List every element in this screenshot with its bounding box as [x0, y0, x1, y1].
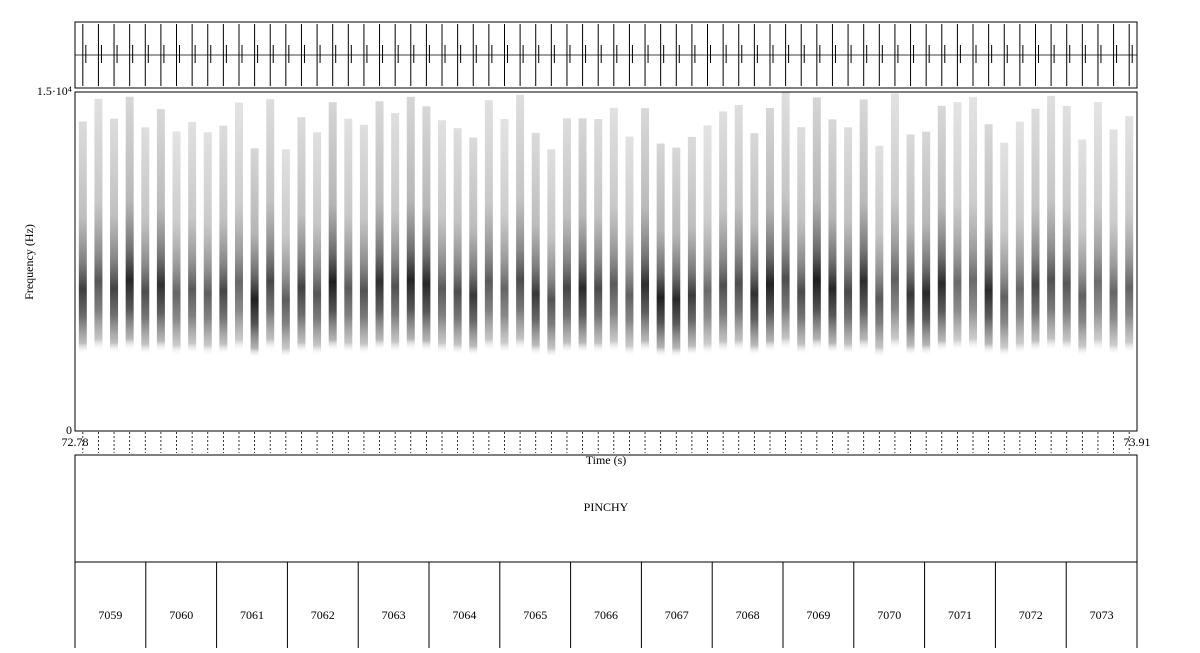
x-end-label: 73.91 — [1124, 435, 1151, 449]
spectral-stripe — [359, 124, 368, 392]
interval-label: 7060 — [169, 608, 193, 622]
waveform — [74, 21, 1138, 89]
spectral-stripe — [687, 136, 696, 392]
spectral-stripe — [797, 127, 806, 392]
spectral-stripe — [250, 148, 259, 392]
spectral-stripe — [625, 136, 634, 392]
spectral-stripe — [141, 127, 150, 392]
spectral-stripe — [234, 102, 243, 392]
interval-label: 7059 — [98, 608, 122, 622]
spectral-stripe — [344, 118, 353, 392]
spectral-stripe — [313, 132, 322, 392]
spectral-stripe — [578, 118, 587, 392]
spectral-stripe — [297, 117, 306, 392]
interval-label: PINCHY — [584, 500, 629, 514]
y-max-label: 1.5·10⁴ — [37, 84, 72, 98]
spectral-stripe — [391, 113, 400, 392]
spectral-stripe — [1015, 121, 1024, 393]
spectral-stripe — [203, 132, 212, 392]
spectral-stripe — [1062, 105, 1071, 392]
y-min-label: 0 — [66, 423, 72, 437]
spectral-stripe — [656, 143, 665, 392]
y-axis-label: Frequency (Hz) — [22, 224, 36, 300]
spectrogram-frame — [74, 91, 1138, 432]
spectral-stripe — [641, 108, 650, 392]
spectral-stripe — [438, 120, 447, 393]
spectral-stripe — [765, 108, 774, 393]
spectral-stripe — [94, 98, 103, 392]
spectrogram — [78, 92, 1134, 393]
interval-label: 7067 — [665, 608, 689, 622]
spectral-stripe — [1047, 95, 1056, 393]
interval-label: 7063 — [382, 608, 406, 622]
spectral-stripe — [531, 132, 540, 392]
spectral-stripe — [922, 131, 931, 393]
spectral-stripe — [375, 101, 384, 392]
spectral-stripe — [500, 119, 509, 392]
spectral-stripe — [703, 125, 712, 392]
spectral-stripe — [750, 133, 759, 392]
x-start-label: 72.78 — [62, 435, 89, 449]
interval-label: 7065 — [523, 608, 547, 622]
pulse-marks — [82, 432, 1130, 453]
spectral-stripe — [266, 99, 275, 393]
spectral-stripe — [781, 92, 790, 393]
interval-label: 7072 — [1019, 608, 1043, 622]
interval-label: 7069 — [806, 608, 830, 622]
spectral-stripe — [188, 121, 197, 393]
interval-label: 7070 — [877, 608, 901, 622]
spectral-stripe — [984, 124, 993, 393]
interval-label: 7068 — [736, 608, 760, 622]
spectral-stripe — [734, 104, 743, 393]
spectral-stripe — [125, 96, 134, 393]
spectral-stripe — [859, 99, 868, 393]
spectral-stripe — [281, 149, 290, 392]
spectral-stripe — [110, 118, 119, 392]
spectral-stripe — [609, 107, 618, 392]
interval-label: 7061 — [240, 608, 264, 622]
spectral-stripe — [172, 131, 181, 392]
spectral-stripe — [890, 93, 899, 392]
spectral-stripe — [812, 97, 821, 393]
spectral-stripe — [1093, 101, 1102, 392]
spectral-stripe — [906, 134, 915, 392]
spectral-stripe — [484, 100, 493, 392]
spectral-stripe — [422, 106, 431, 392]
spectral-stripe — [547, 149, 556, 392]
spectral-stripe — [937, 105, 946, 392]
interval-label: 7066 — [594, 608, 618, 622]
spectral-stripe — [78, 121, 87, 392]
x-axis-label: Time (s) — [586, 453, 627, 467]
spectral-stripe — [406, 96, 415, 392]
spectral-stripe — [469, 137, 478, 392]
spectral-stripe — [594, 119, 603, 392]
interval-label: 7062 — [311, 608, 335, 622]
spectral-stripe — [562, 118, 571, 393]
spectral-stripe — [969, 96, 978, 392]
interval-label: 7073 — [1090, 608, 1114, 622]
spectral-stripe — [1125, 116, 1134, 392]
spectral-stripe — [1031, 108, 1040, 393]
spectral-stripe — [1109, 129, 1118, 393]
spectral-stripe — [219, 125, 228, 393]
spectral-stripe — [1000, 142, 1009, 392]
spectral-stripe — [156, 109, 165, 393]
interval-label: 7071 — [948, 608, 972, 622]
spectral-stripe — [328, 102, 337, 392]
spectral-stripe — [672, 147, 681, 392]
spectral-stripe — [453, 128, 462, 392]
spectral-stripe — [844, 127, 853, 393]
spectral-stripe — [875, 145, 884, 392]
spectral-stripe — [828, 119, 837, 392]
textgrid: PINCHY 7059 7060 7061 7062 7063 7064 7065 7066 70… — [74, 454, 1138, 653]
spectral-stripe — [1078, 139, 1087, 392]
interval-label: 7064 — [452, 608, 476, 622]
spectral-stripe — [953, 102, 962, 393]
spectral-stripe — [719, 111, 728, 392]
spectral-stripe — [516, 94, 525, 392]
